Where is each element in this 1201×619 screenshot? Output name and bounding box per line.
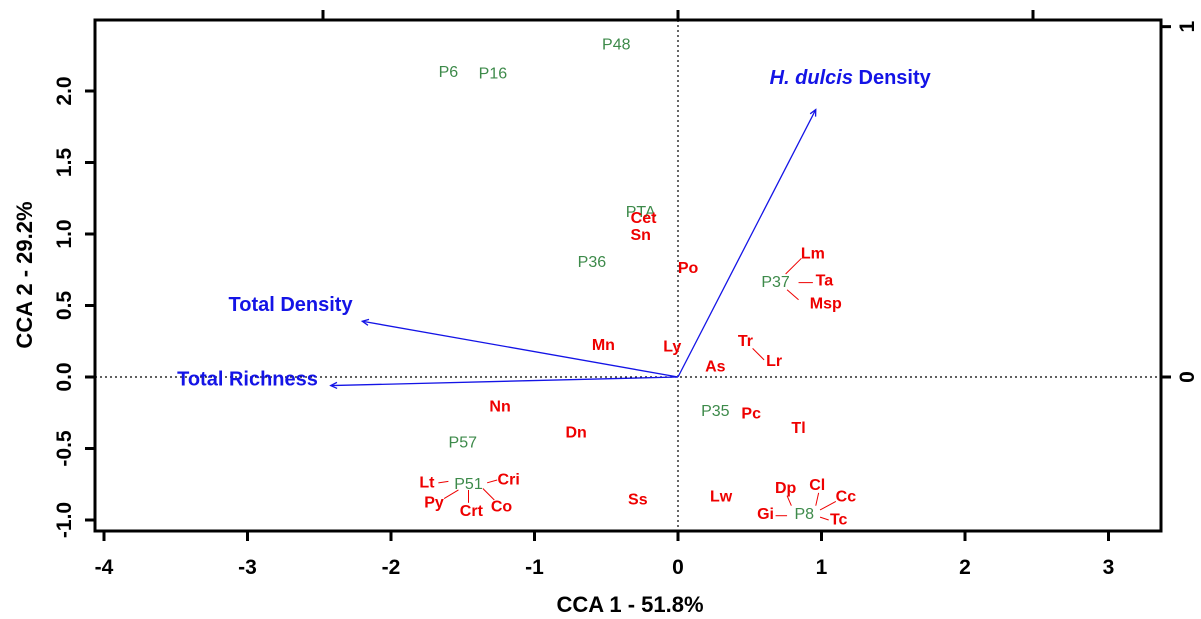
species-label: Pc [741,406,761,423]
site-labels: P48 P6 P16 PTA P36 P37 P35 P57 P51 P8 [439,37,815,523]
y-tick-label: 1.5 [53,148,76,178]
label-connector [786,289,799,301]
vector-arrowhead [329,381,338,390]
vector-arrow [362,320,679,378]
vector-arrowhead [360,318,370,326]
y-tick-label: -0.5 [53,430,76,467]
species-label: Dp [775,480,797,497]
label-connector [752,348,765,361]
label-connector [819,516,829,521]
species-label: Cc [836,489,857,506]
y-tick-label: 2.0 [53,76,76,105]
species-label: Cet [631,210,657,227]
y-tick-label: -1.0 [53,502,76,538]
right-tick-label: 0 [1176,371,1199,383]
species-label: Lr [766,353,782,370]
label-connector [487,479,498,484]
label-connector [819,500,837,511]
vector-label: Total Richness [177,369,318,391]
x-tick-label: 0 [672,556,684,579]
x-tick-label: 3 [1103,556,1115,579]
site-label: P36 [578,254,607,271]
site-label: P51 [454,476,483,493]
species-label: Dn [565,424,586,441]
species-label: Mn [592,337,615,354]
label-connector [785,257,802,275]
species-label: Ta [816,273,834,290]
species-label: Co [491,499,513,516]
y-tick-label: 0.5 [53,291,76,321]
species-label: Nn [489,399,510,416]
reference-lines [95,20,1161,531]
site-label: P35 [701,403,730,420]
label-connector [815,492,820,506]
vector-arrow [677,109,817,378]
species-label: Cl [809,477,825,494]
vector-arrow [330,376,679,387]
species-label: Tr [738,333,753,350]
label-connectors [438,257,837,521]
x-tick-label: 1 [816,556,828,579]
label-connector [482,488,495,501]
species-label: Py [424,494,444,511]
vector-label: H. dulcis Density [770,67,932,89]
environmental-vectors: Total Density Total Richness H. dulcis Den… [177,67,932,391]
vector-label: Total Density [229,294,354,316]
species-label: Ly [663,338,681,355]
label-connector [443,489,459,499]
right-tick-label: 1 [1176,20,1199,32]
species-label: Lw [710,489,733,506]
site-label: P37 [761,274,790,291]
plot-frame [93,18,1163,533]
species-label: Lm [801,246,825,263]
species-label: Tc [830,512,848,529]
species-label: Ss [628,491,648,508]
x-tick-label: -3 [238,556,257,579]
axes: -4 -3 -2 -1 0 1 2 3 -1.0 -0.5 0.0 0.5 1.0 1.5 2.0 0 1 [53,10,1199,579]
site-label: P6 [439,64,459,81]
x-axis-title: CCA 1 - 51.8% [556,592,703,617]
site-label: P57 [449,434,478,451]
site-label: P8 [794,506,814,523]
label-connector [438,480,449,484]
species-label: Po [678,260,699,277]
y-tick-label: 1.0 [53,219,76,248]
vector-label-italic: H. dulcis [770,67,853,89]
species-label: Lt [419,474,435,491]
x-tick-label: -4 [95,556,114,579]
label-connector [786,495,792,506]
species-label: Msp [810,296,842,313]
x-tick-label: -1 [525,556,544,579]
species-label: Cri [498,471,520,488]
site-label: P16 [479,65,508,82]
vector-arrowhead [809,108,817,117]
y-tick-label: 0.0 [53,362,76,391]
species-label: Crt [460,503,484,520]
y-axis-title: CCA 2 - 29.2% [12,201,37,348]
site-label: P48 [602,37,631,54]
vector-label-rest: Density [853,67,932,89]
x-tick-label: -2 [382,556,401,579]
species-label: Gi [757,506,774,523]
site-label: PTA [626,204,656,221]
species-label: As [705,358,726,375]
species-label: Tl [791,420,805,437]
species-label: Sn [630,227,650,244]
x-tick-label: 2 [959,556,971,579]
